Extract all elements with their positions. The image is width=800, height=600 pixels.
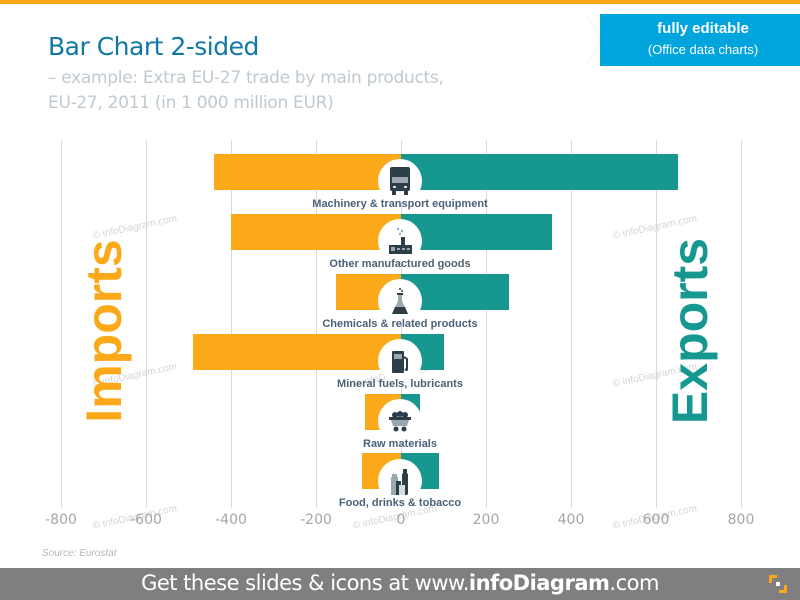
footer-suffix: .com [609, 571, 659, 595]
imports-bar-machinery [214, 154, 401, 190]
infodiagram-logo-icon [769, 575, 787, 593]
footer-banner: Get these slides & icons at www.infoDiag… [0, 568, 800, 600]
imports-bar-other-manufactured [231, 214, 401, 250]
subtitle-line-2: EU-27, 2011 (in 1 000 million EUR) [48, 93, 334, 113]
category-label: Raw materials [363, 438, 437, 450]
gridline [571, 140, 572, 508]
gridline [316, 140, 317, 508]
category-label: Machinery & transport equipment [312, 198, 488, 210]
category-label: Food, drinks & tobacco [338, 497, 462, 509]
ribbon-line-1: fully editable [657, 20, 749, 37]
ribbon-notch [586, 14, 600, 66]
x-tick: 600 [642, 512, 670, 528]
page-subtitle: – example: Extra EU-27 trade by main pro… [48, 66, 568, 116]
gridline [231, 140, 232, 508]
x-tick: 0 [396, 512, 406, 528]
footer-text[interactable]: Get these slides & icons at www.infoDiag… [0, 571, 800, 595]
ribbon-line-2: (Office data charts) [647, 42, 759, 57]
x-tick: 400 [557, 512, 585, 528]
x-tick: 800 [727, 512, 755, 528]
gridline-zero [401, 140, 402, 508]
x-tick: -600 [130, 512, 162, 528]
footer-brand: infoDiagram [468, 571, 610, 595]
gridline [61, 140, 62, 508]
x-tick: 200 [472, 512, 500, 528]
x-tick: -200 [300, 512, 332, 528]
gridline [486, 140, 487, 508]
subtitle-line-1: – example: Extra EU-27 trade by main pro… [48, 68, 444, 88]
imports-bar-mineral-fuels [193, 334, 401, 370]
x-tick: -800 [45, 512, 77, 528]
fuel-pump-icon [378, 339, 422, 383]
truck-icon [378, 159, 422, 203]
bottles-icon [378, 459, 422, 503]
gridline [656, 140, 657, 508]
page-title: Bar Chart 2-sided [48, 32, 259, 61]
category-label: Other manufactured goods [329, 258, 471, 270]
factory-icon [378, 219, 422, 263]
top-accent-bar [0, 0, 800, 4]
category-label: Chemicals & related products [322, 318, 478, 330]
fully-editable-ribbon: fully editable (Office data charts) [586, 14, 800, 66]
mine-cart-icon [378, 399, 422, 443]
gridline [741, 140, 742, 508]
flask-icon [378, 279, 422, 323]
x-tick: -400 [215, 512, 247, 528]
exports-label: Exports [662, 237, 718, 425]
exports-bar-other-manufactured [401, 214, 552, 250]
category-label: Mineral fuels, lubricants [337, 378, 463, 390]
footer-prefix: Get these slides & icons at www. [141, 571, 469, 595]
gridline [146, 140, 147, 508]
exports-bar-machinery [401, 154, 678, 190]
imports-label: Imports [76, 239, 132, 423]
source-note: Source: Eurostat [42, 548, 117, 559]
